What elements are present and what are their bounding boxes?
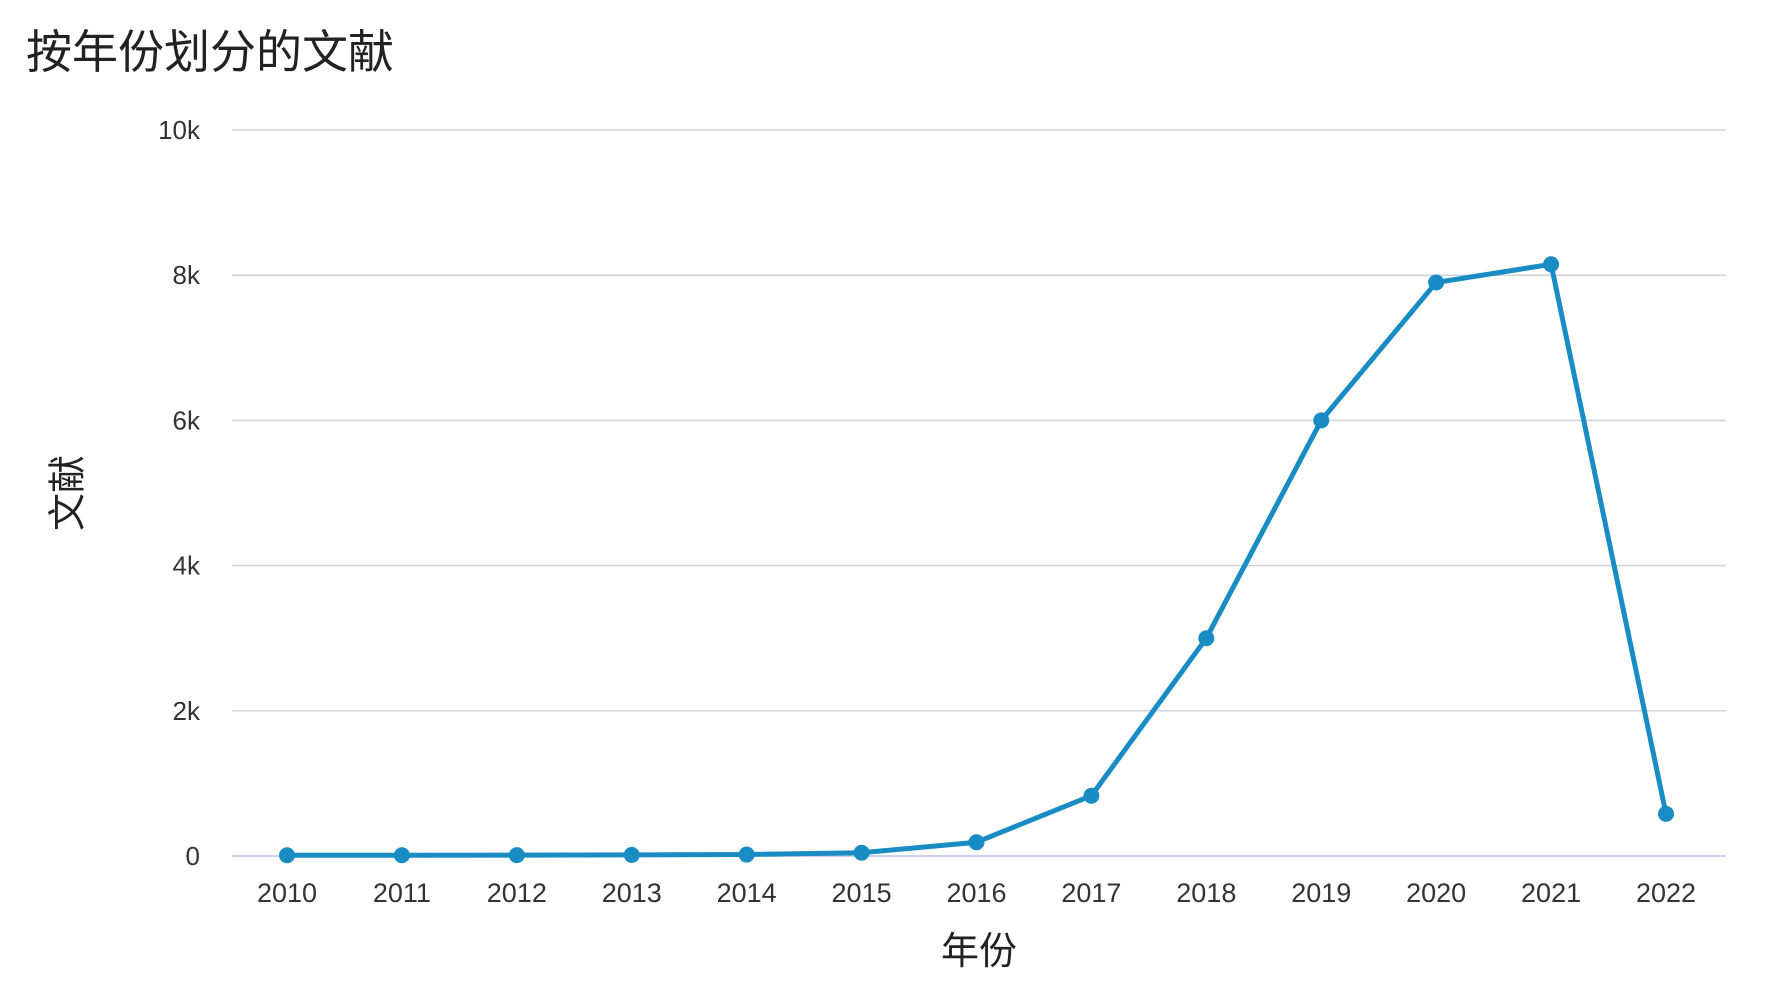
y-tick-label: 6k xyxy=(173,405,201,435)
x-tick-label: 2022 xyxy=(1636,878,1696,908)
y-tick-label: 4k xyxy=(173,551,201,581)
x-tick-label: 2012 xyxy=(487,878,547,908)
x-axis-ticks: 2010 2011 2012 2013 2014 2015 2016 2017 2018 2019… xyxy=(257,878,1696,908)
data-point[interactable] xyxy=(623,846,640,863)
series-line xyxy=(284,261,1669,858)
x-tick-label: 2015 xyxy=(832,878,892,908)
x-tick-label: 2016 xyxy=(946,878,1006,908)
x-tick-label: 2013 xyxy=(602,878,662,908)
data-point[interactable] xyxy=(508,847,525,864)
data-point[interactable] xyxy=(738,846,755,863)
data-point[interactable] xyxy=(279,847,295,864)
x-tick-label: 2021 xyxy=(1521,878,1581,908)
x-tick-label: 2011 xyxy=(373,878,431,908)
data-point[interactable] xyxy=(393,847,410,864)
chart-title: 按年份划分的文献 xyxy=(26,25,394,79)
x-tick-label: 2014 xyxy=(717,878,777,908)
y-tick-label: 0 xyxy=(186,841,200,871)
x-tick-label: 2017 xyxy=(1061,878,1121,908)
x-tick-label: 2018 xyxy=(1176,878,1236,908)
y-axis-title: 文献 xyxy=(46,455,90,531)
x-tick-label: 2019 xyxy=(1291,878,1351,908)
y-tick-label: 2k xyxy=(173,696,201,726)
data-point[interactable] xyxy=(1543,256,1560,273)
data-point[interactable] xyxy=(968,834,985,851)
data-point[interactable] xyxy=(1083,787,1100,804)
series-layer xyxy=(279,256,1674,864)
gridlines xyxy=(232,129,1726,857)
y-tick-label: 8k xyxy=(173,260,201,290)
y-axis-ticks: 0 2k 4k 6k 8k 10k xyxy=(158,115,201,871)
data-point[interactable] xyxy=(1658,805,1674,822)
data-point[interactable] xyxy=(1313,412,1330,429)
x-axis-title: 年份 xyxy=(941,929,1017,973)
x-tick-label: 2010 xyxy=(257,878,317,908)
data-point[interactable] xyxy=(1428,274,1445,291)
y-tick-label: 10k xyxy=(158,115,201,145)
data-point[interactable] xyxy=(1198,630,1215,647)
x-tick-label: 2020 xyxy=(1406,878,1466,908)
data-point[interactable] xyxy=(853,844,870,861)
